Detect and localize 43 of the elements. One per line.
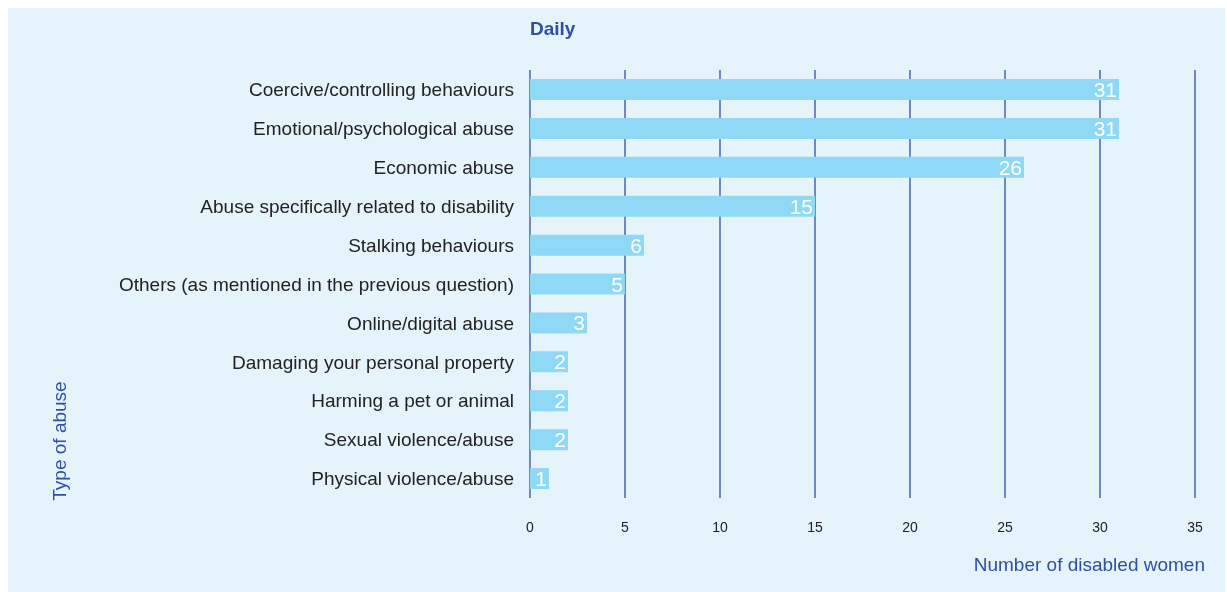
x-tick-label: 15	[807, 518, 823, 535]
bar	[530, 429, 568, 451]
y-tick-label: Others (as mentioned in the previous question)	[119, 273, 514, 295]
data-label: 3	[573, 311, 585, 335]
data-label: 31	[1093, 116, 1117, 140]
bar	[530, 351, 568, 373]
x-tick-label: 20	[902, 518, 918, 535]
data-label: 31	[1093, 77, 1117, 101]
bar	[530, 195, 815, 217]
x-axis-title: Number of disabled women	[973, 554, 1205, 576]
y-tick-label: Sexual violence/abuse	[323, 429, 514, 451]
data-label: 1	[535, 467, 547, 491]
y-tick-label: Physical violence/abuse	[311, 468, 514, 490]
x-tick-label: 5	[621, 518, 630, 535]
bar	[530, 79, 1119, 100]
bar	[530, 117, 1119, 139]
data-label: 2	[554, 428, 566, 452]
y-tick-label: Online/digital abuse	[347, 312, 514, 334]
chart-title: Daily	[530, 18, 576, 40]
data-label: 15	[789, 194, 813, 218]
y-tick-label: Damaging your personal property	[232, 351, 515, 373]
y-tick-label: Economic abuse	[373, 157, 514, 179]
bar	[530, 273, 625, 295]
bar	[530, 156, 1024, 178]
data-label: 6	[630, 233, 642, 257]
y-tick-label: Stalking behaviours	[348, 234, 514, 256]
x-tick-label: 10	[712, 518, 728, 535]
x-tick-label: 35	[1187, 518, 1203, 535]
y-tick-label: Coercive/controlling behaviours	[248, 79, 514, 101]
y-axis-title: Type of abuse	[49, 380, 71, 503]
data-label: 5	[611, 272, 623, 296]
bar	[530, 390, 568, 412]
data-label: 26	[998, 155, 1022, 179]
data-label: 2	[554, 389, 566, 413]
y-tick-label: Harming a pet or animal	[311, 390, 514, 412]
bar	[530, 234, 644, 256]
x-tick-label: 0	[526, 518, 535, 535]
bar	[530, 312, 587, 334]
data-label: 2	[554, 350, 566, 374]
x-tick-label: 25	[997, 518, 1013, 535]
y-tick-label: Abuse specifically related to disability	[200, 195, 515, 217]
y-tick-label: Emotional/psychological abuse	[253, 118, 514, 140]
x-tick-label: 30	[1092, 518, 1108, 535]
